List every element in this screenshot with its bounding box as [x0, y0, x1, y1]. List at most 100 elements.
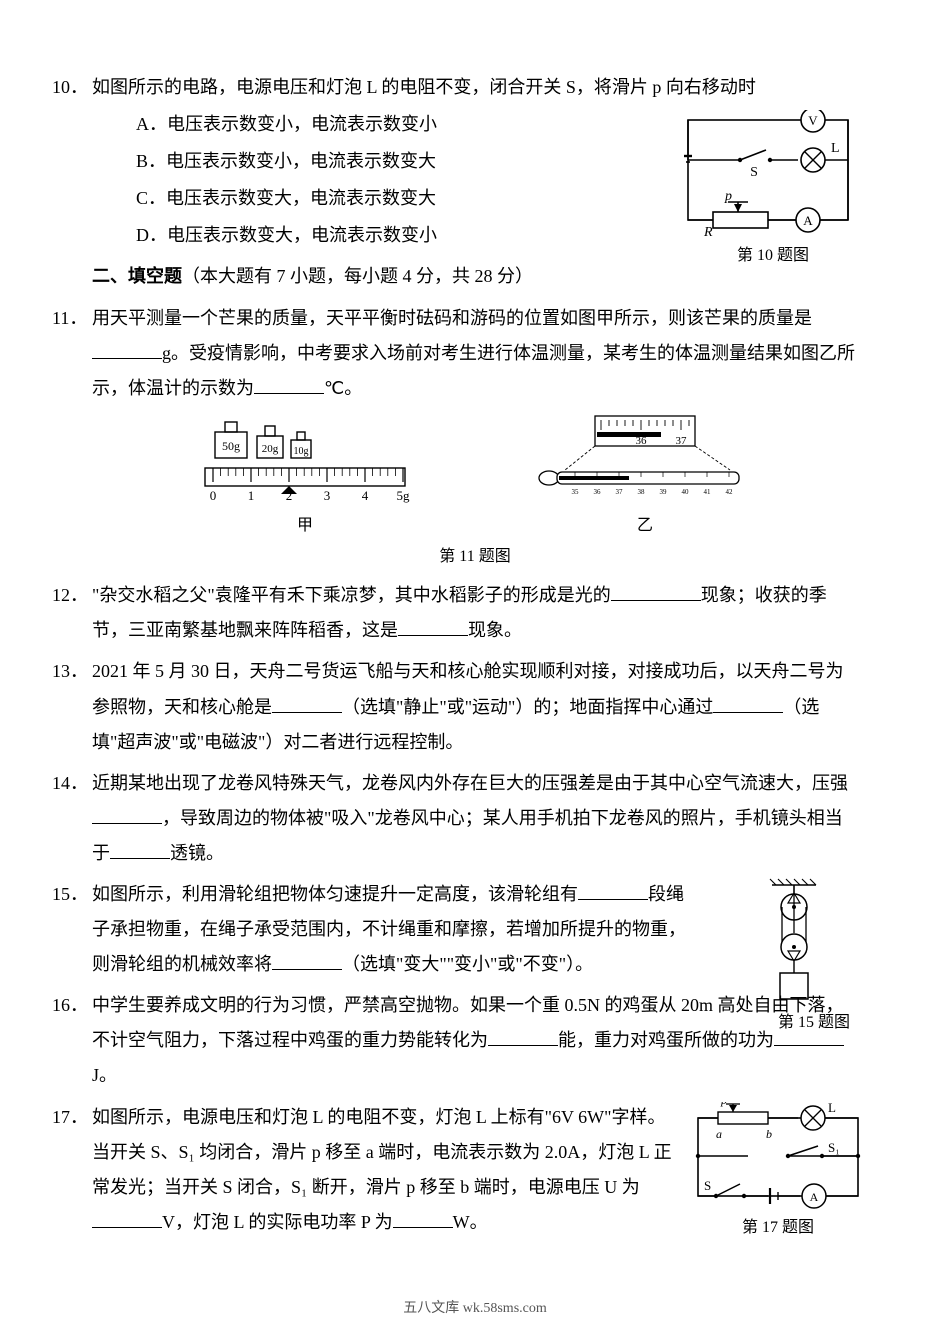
q11-sub-b: 乙 — [637, 510, 653, 541]
svg-text:35: 35 — [572, 488, 580, 496]
question-11: 11． 用天平测量一个芒果的质量，天平平衡时砝码和游码的位置如图甲所示，则该芒果… — [92, 301, 858, 573]
q16-blank2 — [774, 1028, 844, 1046]
svg-text:L: L — [831, 141, 840, 156]
question-10: 10． 如图所示的电路，电源电压和灯泡 L 的电阻不变，闭合开关 S，将滑片 p… — [92, 70, 858, 253]
svg-text:V: V — [808, 113, 818, 128]
q12-blank1 — [611, 583, 701, 601]
q14-blank2 — [110, 841, 170, 859]
q16-number: 16． — [52, 988, 88, 1023]
svg-text:37: 37 — [676, 435, 688, 447]
question-15: 15． 如图所示，利用滑轮组把物体匀速提升一定高度，该滑轮组有段绳子承担物重，在… — [92, 877, 858, 982]
balance-svg: 50g 20g 10g — [195, 410, 415, 510]
q10-fig-caption: 第 10 题图 — [678, 240, 868, 271]
q10-stem: 如图所示的电路，电源电压和灯泡 L 的电阻不变，闭合开关 S，将滑片 p 向右移… — [92, 70, 858, 105]
section-2-label: 二、填空题 — [92, 266, 182, 286]
svg-text:b: b — [766, 1127, 772, 1141]
figure-q17-circuit: p a b L S₁ S — [688, 1102, 868, 1243]
q13-seg2: （选填"静止"或"运动"）的；地面指挥中心通过 — [342, 697, 713, 717]
section-2-rest: （本大题有 7 小题，每小题 4 分，共 28 分） — [182, 266, 533, 286]
q11-fig-a: 50g 20g 10g — [195, 410, 415, 541]
q16-blank1 — [488, 1028, 558, 1046]
q14-number: 14． — [52, 766, 88, 801]
q11-fig-caption: 第 11 题图 — [92, 541, 858, 572]
question-17: 17． 如图所示，电源电压和灯泡 L 的电阻不变，灯泡 L 上标有"6V 6W"… — [92, 1100, 858, 1240]
q17-blank1 — [92, 1210, 162, 1228]
q10-number: 10． — [52, 70, 88, 105]
svg-text:p: p — [720, 1102, 727, 1107]
q14-body: 近期某地出现了龙卷风特殊天气，龙卷风内外存在巨大的压强差是由于其中心空气流速大，… — [92, 766, 858, 871]
q11-seg1: 用天平测量一个芒果的质量，天平平衡时砝码和游码的位置如图甲所示，则该芒果的质量是 — [92, 308, 812, 328]
q14-blank1 — [92, 806, 162, 824]
svg-text:S: S — [704, 1178, 711, 1193]
q15-blank1 — [578, 882, 648, 900]
q15-seg1: 如图所示，利用滑轮组把物体匀速提升一定高度，该滑轮组有 — [92, 884, 578, 904]
question-12: 12． "杂交水稻之父"袁隆平有禾下乘凉梦，其中水稻影子的形成是光的现象；收获的… — [92, 578, 858, 648]
q11-seg2: g。受疫情影响，中考要求入场前对考生进行体温测量，某考生的体温测量结果如图乙所示… — [92, 343, 855, 398]
q13-number: 13． — [52, 654, 88, 689]
q11-body: 用天平测量一个芒果的质量，天平平衡时砝码和游码的位置如图甲所示，则该芒果的质量是… — [92, 301, 858, 406]
svg-text:1: 1 — [248, 488, 255, 503]
svg-text:0: 0 — [210, 488, 217, 503]
q17-body: 如图所示，电源电压和灯泡 L 的电阻不变，灯泡 L 上标有"6V 6W"字样。当… — [92, 1100, 682, 1240]
svg-text:38: 38 — [638, 488, 646, 496]
svg-text:50g: 50g — [222, 439, 240, 453]
svg-text:37: 37 — [616, 488, 624, 496]
q12-number: 12． — [52, 578, 88, 613]
q11-blank1 — [92, 341, 162, 359]
q14-seg3: 透镜。 — [170, 843, 224, 863]
svg-text:A: A — [810, 1190, 819, 1204]
svg-text:36: 36 — [636, 435, 648, 447]
q12-seg1: "杂交水稻之父"袁隆平有禾下乘凉梦，其中水稻影子的形成是光的 — [92, 585, 611, 605]
q12-blank2 — [398, 618, 468, 636]
q17-seg3: W。 — [453, 1212, 488, 1232]
q13-body: 2021 年 5 月 30 日，天舟二号货运飞船与天和核心舱实现顺利对接，对接成… — [92, 654, 858, 759]
q12-body: "杂交水稻之父"袁隆平有禾下乘凉梦，其中水稻影子的形成是光的现象；收获的季节，三… — [92, 578, 858, 648]
svg-text:a: a — [716, 1127, 722, 1141]
q13-blank2 — [713, 695, 783, 713]
svg-text:5g: 5g — [397, 488, 411, 503]
q11-number: 11． — [52, 301, 87, 336]
q16-seg3: J。 — [92, 1065, 117, 1085]
circuit-q10-svg: V S L p — [678, 110, 858, 240]
svg-text:4: 4 — [362, 488, 369, 503]
circuit-q17-svg: p a b L S₁ S — [688, 1102, 868, 1212]
svg-text:S₁: S₁ — [828, 1140, 840, 1155]
footer-text: 五八文库 wk.58sms.com — [0, 1295, 950, 1322]
svg-text:p: p — [724, 189, 732, 204]
q11-figures: 50g 20g 10g — [92, 410, 858, 541]
svg-text:L: L — [828, 1102, 836, 1115]
svg-text:39: 39 — [660, 488, 668, 496]
svg-text:3: 3 — [324, 488, 331, 503]
thermometer-svg: 36 37 35 36 37 38 39 40 — [535, 410, 755, 510]
q15-seg3: （选填"变大""变小"或"不变"）。 — [342, 954, 593, 974]
q11-blank2 — [254, 376, 324, 394]
svg-text:42: 42 — [726, 488, 734, 496]
q11-fig-b: 36 37 35 36 37 38 39 40 — [535, 410, 755, 541]
q17-seg1: 如图所示，电源电压和灯泡 L 的电阻不变，灯泡 L 上标有"6V 6W"字样。当… — [92, 1107, 672, 1197]
svg-text:S: S — [750, 165, 758, 180]
q17-number: 17． — [52, 1100, 88, 1135]
svg-text:41: 41 — [704, 488, 712, 496]
q17-fig-caption: 第 17 题图 — [688, 1212, 868, 1243]
q16-seg2: 能，重力对鸡蛋所做的功为 — [558, 1030, 774, 1050]
q14-seg1: 近期某地出现了龙卷风特殊天气，龙卷风内外存在巨大的压强差是由于其中心空气流速大，… — [92, 773, 848, 793]
svg-text:A: A — [803, 213, 813, 228]
svg-text:36: 36 — [594, 488, 602, 496]
q17-seg2: V，灯泡 L 的实际电功率 P 为 — [162, 1212, 393, 1232]
question-16: 16． 中学生要养成文明的行为习惯，严禁高空抛物。如果一个重 0.5N 的鸡蛋从… — [92, 988, 858, 1093]
q15-body: 如图所示，利用滑轮组把物体匀速提升一定高度，该滑轮组有段绳子承担物重，在绳子承受… — [92, 877, 692, 982]
question-13: 13． 2021 年 5 月 30 日，天舟二号货运飞船与天和核心舱实现顺利对接… — [92, 654, 858, 759]
svg-text:10g: 10g — [294, 446, 309, 457]
svg-text:40: 40 — [682, 488, 690, 496]
q15-number: 15． — [52, 877, 88, 912]
svg-text:R: R — [703, 225, 713, 240]
q17-blank2 — [393, 1210, 453, 1228]
q13-blank1 — [272, 695, 342, 713]
q16-body: 中学生要养成文明的行为习惯，严禁高空抛物。如果一个重 0.5N 的鸡蛋从 20m… — [92, 988, 858, 1093]
q11-sub-a: 甲 — [297, 510, 313, 541]
figure-q10-circuit: V S L p — [678, 110, 868, 271]
svg-text:20g: 20g — [262, 443, 279, 455]
q15-blank2 — [272, 952, 342, 970]
question-14: 14． 近期某地出现了龙卷风特殊天气，龙卷风内外存在巨大的压强差是由于其中心空气… — [92, 766, 858, 871]
q11-seg3: ℃。 — [324, 378, 362, 398]
